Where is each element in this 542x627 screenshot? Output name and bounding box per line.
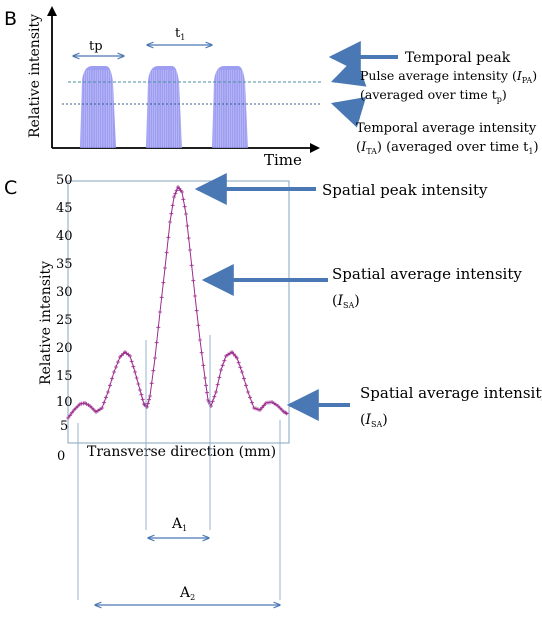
y-tick-0: 0 xyxy=(57,449,65,464)
spatial-average-label-1: Spatial average intensity xyxy=(332,265,522,283)
y-tick-45: 45 xyxy=(56,201,73,216)
t1-label: t1 xyxy=(175,26,185,42)
y-tick-10: 10 xyxy=(56,395,73,410)
pulse-1 xyxy=(80,66,116,148)
temporal-peak-label: Temporal peak xyxy=(405,50,511,66)
y-tick-20: 20 xyxy=(56,341,73,356)
panel-b-xlabel: Time xyxy=(264,151,302,169)
spatial-profile-markers xyxy=(66,185,289,420)
pulse-2 xyxy=(146,66,182,148)
spatial-profile-curve xyxy=(67,186,289,419)
panel-c-plot-frame xyxy=(67,180,290,444)
temporal-average-label-line1: Temporal average intensity xyxy=(356,121,537,136)
y-tick-30: 30 xyxy=(56,285,73,300)
y-tick-5: 5 xyxy=(60,419,68,434)
a1-label: A1 xyxy=(171,516,187,533)
panel-b: B Relative intensity tp t1 Time Temporal… xyxy=(4,6,539,169)
panel-c-letter: C xyxy=(4,177,17,199)
pulse-3 xyxy=(212,66,248,148)
pulse-average-label-line1: Pulse average intensity (IPA) xyxy=(360,68,537,85)
panel-c-xlabel: Transverse direction (mm) xyxy=(87,444,276,460)
pulse-train xyxy=(80,66,248,148)
y-tick-15: 15 xyxy=(56,369,73,384)
pulse-average-arrow xyxy=(330,56,367,87)
y-tick-40: 40 xyxy=(56,229,73,244)
spatial-average-symbol-2: (ISA) xyxy=(360,412,388,429)
panel-b-y-axis-arrowhead xyxy=(47,6,57,16)
tp-label: tp xyxy=(89,39,103,54)
pulse-average-label-line2: (averaged over time tp) xyxy=(360,87,507,104)
panel-b-letter: B xyxy=(4,8,17,30)
panel-b-ylabel: Relative intensity xyxy=(27,14,43,138)
y-tick-25: 25 xyxy=(56,313,73,328)
spatial-average-symbol-1: (ISA) xyxy=(332,293,360,310)
spatial-average-label-2: Spatial average intensity xyxy=(360,384,542,402)
panel-b-x-axis-arrowhead xyxy=(310,143,320,153)
a2-label: A2 xyxy=(179,585,195,602)
panel-c-ylabel: Relative intensity xyxy=(38,261,54,385)
spatial-peak-label: Spatial peak intensity xyxy=(322,181,488,199)
y-tick-50: 50 xyxy=(56,173,73,188)
temporal-average-arrow xyxy=(330,96,367,128)
y-tick-35: 35 xyxy=(56,257,73,272)
temporal-average-label-line2: (ITA) (averaged over time t1) xyxy=(356,140,539,156)
